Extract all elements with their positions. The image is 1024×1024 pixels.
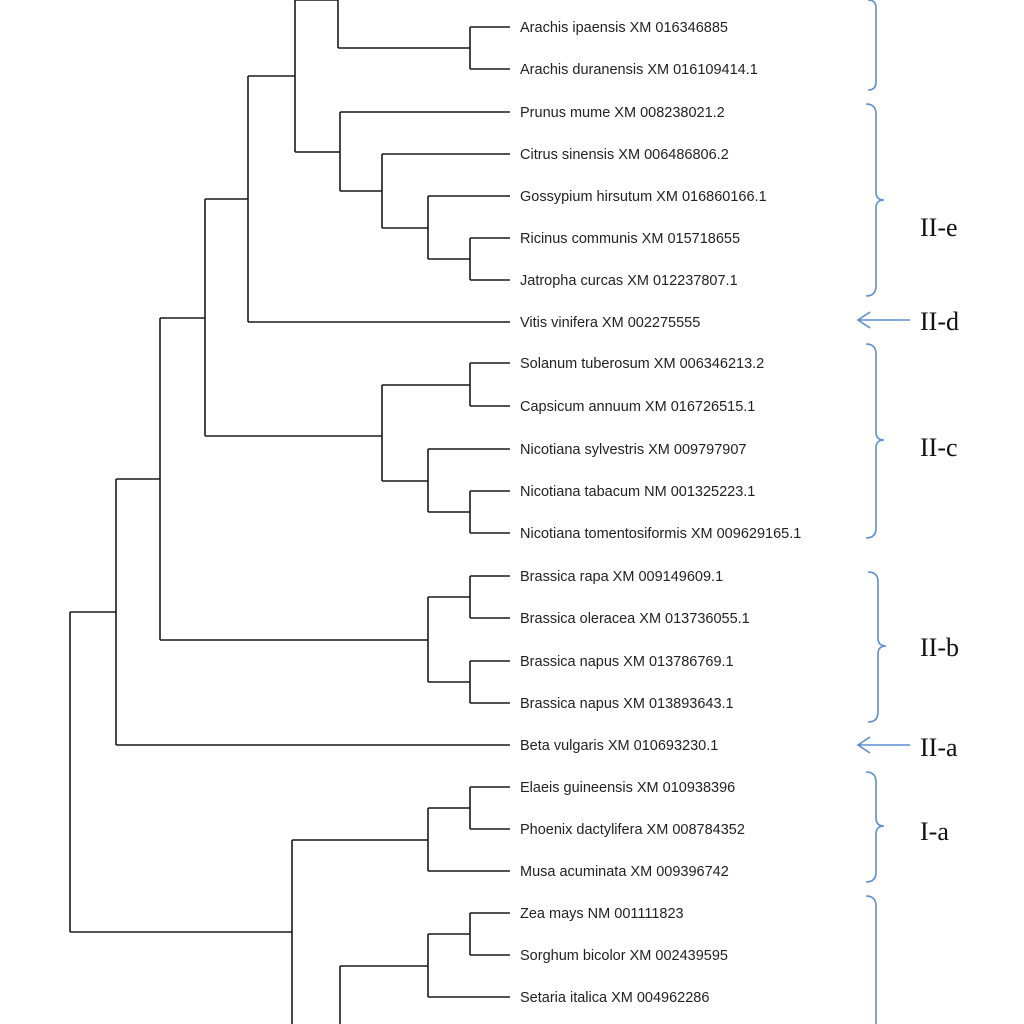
- branch: [339, 965, 428, 1024]
- clade-bracket: [865, 343, 885, 539]
- branch: [469, 490, 510, 534]
- leaf-label: Brassica napus XM 013893643.1: [520, 696, 734, 712]
- branch: [469, 575, 510, 619]
- leaf-label: Citrus sinensis XM 006486806.2: [520, 147, 729, 163]
- clade-labels: II-e II-d II-c II-b II-a I-a: [920, 213, 959, 846]
- branch: [469, 912, 510, 956]
- leaf-label: Ricinus communis XM 015718655: [520, 231, 740, 247]
- leaf-labels: Arachis ipaensis XM 016346885 Arachis du…: [520, 20, 801, 1006]
- leaf-label: Zea mays NM 001111823: [520, 906, 684, 922]
- branch: [381, 153, 510, 229]
- branch: [469, 362, 510, 407]
- branch: [427, 807, 510, 872]
- branch: [427, 933, 510, 998]
- clade-label-i-a: I-a: [920, 817, 949, 846]
- leaf-label: Vitis vinifera XM 002275555: [520, 315, 700, 331]
- leaf-label: Beta vulgaris XM 010693230.1: [520, 738, 718, 754]
- leaf-label: Nicotiana tabacum NM 001325223.1: [520, 484, 755, 500]
- leaf-label: Elaeis guineensis XM 010938396: [520, 780, 735, 796]
- leaf-label: Gossypium hirsutum XM 016860166.1: [520, 189, 767, 205]
- clade-label-ii-d: II-d: [920, 307, 959, 336]
- leaf-label: Brassica napus XM 013786769.1: [520, 654, 734, 670]
- clade-bracket: [865, 771, 885, 883]
- leaf-label: Prunus mume XM 008238021.2: [520, 105, 725, 121]
- clade-bracket: [865, 895, 877, 1024]
- leaf-label: Sorghum bicolor XM 002439595: [520, 948, 728, 964]
- branch: [427, 596, 470, 683]
- tree-branches: [69, 0, 510, 1024]
- branch: [294, 0, 340, 153]
- branch: [69, 611, 292, 933]
- branch: [469, 660, 510, 704]
- branch: [159, 317, 428, 641]
- leaf-label: Brassica rapa XM 009149609.1: [520, 569, 723, 585]
- branch: [291, 839, 428, 1024]
- clade-bracket: [867, 571, 887, 723]
- clade-label-ii-b: II-b: [920, 633, 959, 662]
- leaf-label: Solanum tuberosum XM 006346213.2: [520, 356, 764, 372]
- clade-bracket: [867, 0, 877, 91]
- branch: [204, 198, 382, 437]
- leaf-label: Nicotiana tomentosiformis XM 009629165.1: [520, 526, 801, 542]
- leaf-label: Arachis duranensis XM 016109414.1: [520, 62, 758, 78]
- branch: [469, 237, 510, 281]
- leaf-label: Brassica oleracea XM 013736055.1: [520, 611, 750, 627]
- leaf-label: Arachis ipaensis XM 016346885: [520, 20, 728, 36]
- leaf-label: Jatropha curcas XM 012237807.1: [520, 273, 738, 289]
- leaf-label: Musa acuminata XM 009396742: [520, 864, 729, 880]
- leaf-label: Nicotiana sylvestris XM 009797907: [520, 442, 746, 458]
- leaf-label: Capsicum annuum XM 016726515.1: [520, 399, 755, 415]
- leaf-label: Setaria italica XM 004962286: [520, 990, 709, 1006]
- clade-arrow: [856, 311, 910, 329]
- clade-bracket: [865, 103, 885, 297]
- branch: [337, 0, 470, 49]
- clade-markers: [856, 0, 910, 1024]
- branch: [339, 111, 510, 192]
- branch: [469, 786, 510, 830]
- branch: [115, 478, 510, 746]
- clade-label-ii-e: II-e: [920, 213, 958, 242]
- branch: [427, 448, 510, 513]
- clade-label-ii-a: II-a: [920, 733, 958, 762]
- branch: [469, 26, 510, 70]
- branch: [381, 384, 470, 482]
- branch: [427, 195, 510, 260]
- clade-arrow: [856, 736, 910, 754]
- clade-label-ii-c: II-c: [920, 433, 958, 462]
- branch: [247, 75, 510, 323]
- leaf-label: Phoenix dactylifera XM 008784352: [520, 822, 745, 838]
